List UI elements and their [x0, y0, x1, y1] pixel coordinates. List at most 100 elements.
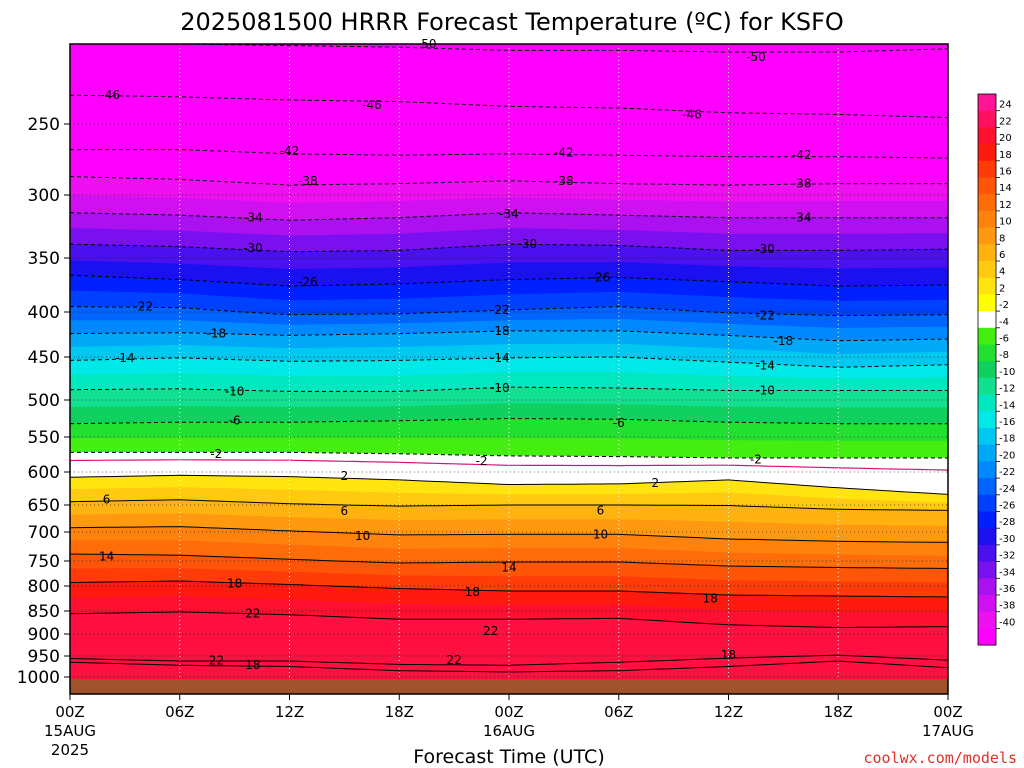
x-tick-label: 18Z [824, 703, 853, 721]
x-tick-label: 06Z [604, 703, 633, 721]
isotherm-label: 18 [245, 658, 260, 672]
colorbar-label: -10 [999, 367, 1015, 378]
colorbar-swatch [978, 277, 996, 295]
isotherm-label: -14 [755, 359, 775, 373]
isotherm-line [70, 553, 948, 569]
colorbar-label: -24 [999, 484, 1015, 495]
colorbar-swatch [978, 494, 996, 512]
isotherm-label: -46 [100, 88, 120, 102]
isotherm-label: 18 [721, 648, 736, 662]
isotherm-label: -42 [792, 148, 812, 162]
grid-lines [70, 44, 948, 694]
y-tick-label: 350 [28, 249, 60, 269]
x-tick-date: 16AUG [483, 722, 535, 740]
isotherm-label: -18 [774, 334, 794, 348]
isotherm-label: -46 [362, 98, 382, 112]
isotherm-label: -42 [554, 145, 574, 159]
isotherm-label: -30 [755, 242, 775, 256]
colorbar-swatch [978, 361, 996, 379]
isotherm-line [70, 417, 948, 425]
x-tick-label: 12Z [714, 703, 743, 721]
isotherm-label: 6 [597, 503, 605, 517]
colorbar-label: -20 [999, 450, 1015, 461]
isotherm-label: 18 [465, 585, 480, 599]
colorbar-swatch [978, 294, 996, 312]
isotherm-label: -22 [490, 303, 510, 317]
isotherm-label: -38 [298, 174, 318, 188]
isotherm-line [70, 611, 948, 629]
colorbar-swatch [978, 428, 996, 446]
isotherm-label: -38 [554, 174, 574, 188]
colorbar-swatch [978, 210, 996, 228]
isotherm-label: 14 [501, 561, 516, 575]
isotherm-line [70, 451, 948, 459]
colorbar-label: -36 [999, 584, 1015, 595]
isotherm-label: -46 [682, 107, 702, 121]
colorbar-swatch [978, 261, 996, 279]
colorbar-label: 14 [999, 183, 1012, 194]
colorbar-label: 2 [999, 283, 1005, 294]
x-tick-label: 00Z [55, 703, 84, 721]
x-tick-label: 12Z [275, 703, 304, 721]
colorbar-label: 4 [999, 267, 1005, 278]
isotherm-label: -14 [115, 351, 135, 365]
isotherm-line [70, 176, 948, 186]
colorbar-label: 12 [999, 200, 1012, 211]
x-tick-year: 2025 [51, 741, 89, 759]
isotherm-label: 22 [245, 606, 260, 620]
x-axis-label: Forecast Time (UTC) [413, 746, 604, 768]
y-tick-label: 250 [28, 115, 60, 135]
y-axis: 250 300 350 400 450 500 550 600 650 700 750 800 850 9… [17, 115, 70, 688]
isotherm-label: 22 [446, 653, 461, 667]
isotherm-label: 18 [703, 592, 718, 606]
isotherm-label: -26 [591, 270, 611, 284]
y-tick-label: 650 [28, 496, 60, 516]
isotherm-label: -34 [499, 207, 519, 221]
colorbar-label: -6 [999, 334, 1009, 345]
colorbar-label: -14 [999, 400, 1015, 411]
isotherm-label: -10 [755, 384, 775, 398]
colorbar-label: -32 [999, 551, 1015, 562]
colorbar-label: -30 [999, 534, 1015, 545]
colorbar-swatch [978, 244, 996, 262]
y-tick-label: 750 [28, 552, 60, 572]
colorbar-swatch [978, 611, 996, 629]
isotherm-line [70, 654, 948, 666]
isotherm-line [70, 474, 948, 495]
colorbar-swatch [978, 327, 996, 345]
isotherm-label: -6 [613, 416, 625, 430]
colorbar-label: 10 [999, 217, 1012, 228]
isotherm-label: -2 [476, 454, 488, 468]
isotherm-label: 6 [103, 493, 111, 507]
isotherm-line [70, 580, 948, 598]
isotherm-label: 10 [593, 527, 608, 541]
isotherm-label: -14 [490, 351, 510, 365]
colorbar-label: -34 [999, 567, 1015, 578]
isotherm-lines [70, 44, 948, 673]
y-tick-label: 950 [28, 647, 60, 667]
isotherm-label: -50 [746, 50, 766, 64]
colorbar-label: 20 [999, 133, 1012, 144]
isotherm-line [70, 44, 948, 53]
colorbar-swatch [978, 544, 996, 562]
isotherm-label: 10 [355, 529, 370, 543]
y-tick-label: 600 [28, 463, 60, 483]
colorbar-label: -18 [999, 434, 1015, 445]
colorbar-label: 18 [999, 150, 1012, 161]
colorbar-label: -2 [999, 300, 1009, 311]
colorbar-swatch [978, 528, 996, 546]
x-tick-date: 15AUG [44, 722, 96, 740]
colorbar-swatch [978, 511, 996, 529]
colorbar-swatch [978, 110, 996, 128]
colorbar-swatch [978, 177, 996, 195]
isotherm-line [70, 386, 948, 392]
colorbar-label: -22 [999, 467, 1015, 478]
colorbar: 24 22 20 18 16 14 12 10 8 6 4 2 -2 -4 -6 -8 -10 -12 -14 -16… [977, 93, 1015, 646]
colorbar-label: 6 [999, 250, 1005, 261]
colorbar-label: -8 [999, 350, 1009, 361]
colorbar-label: -38 [999, 601, 1015, 612]
credit-text: coolwx.com/models [863, 749, 1017, 767]
isotherm-label: -22 [133, 300, 153, 314]
